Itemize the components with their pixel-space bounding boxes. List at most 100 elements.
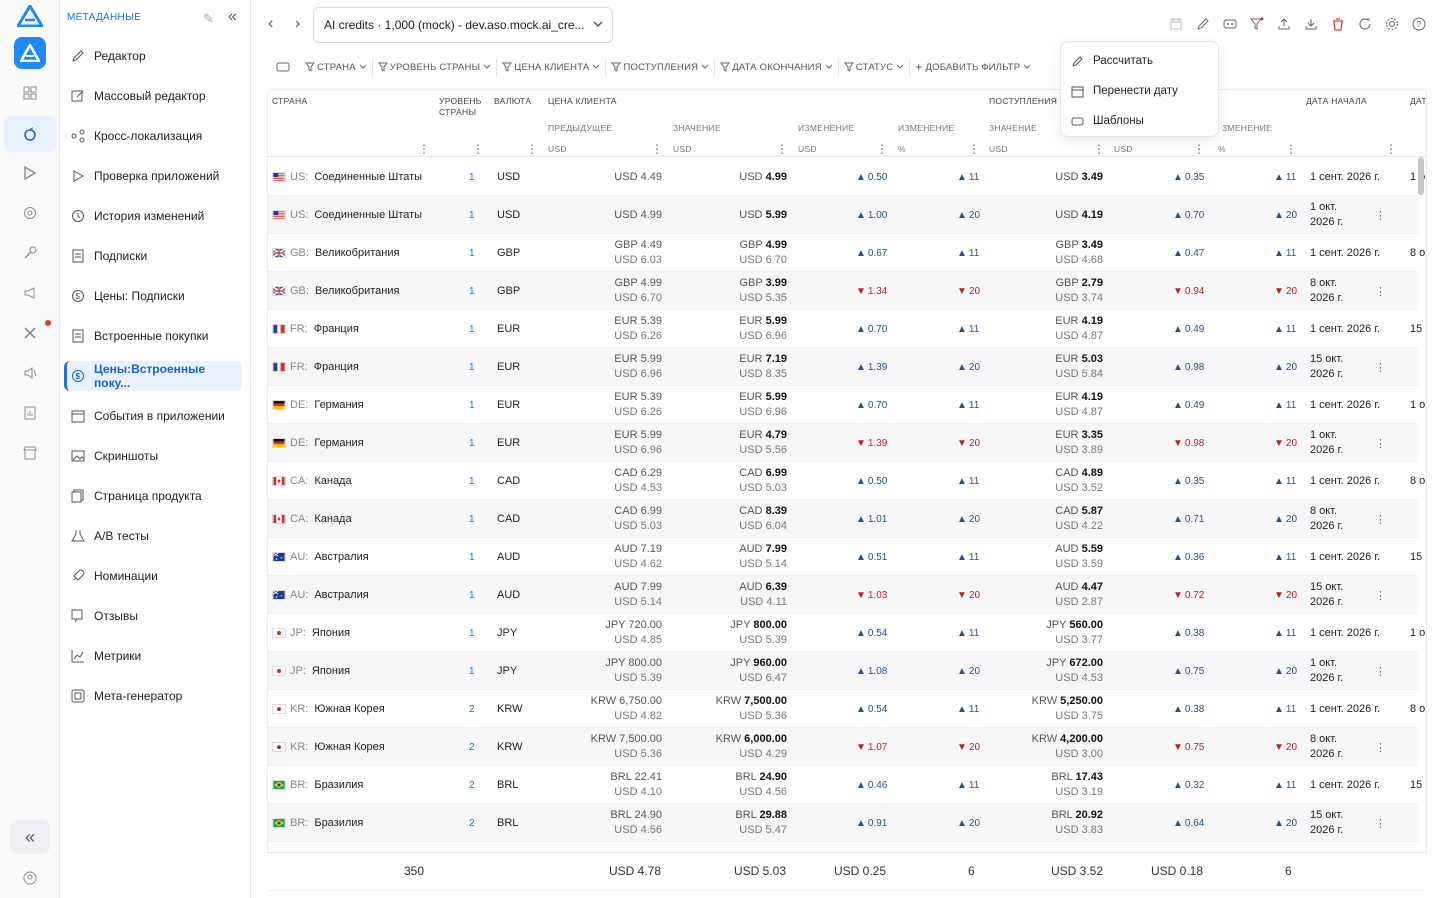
column-menu-icon[interactable]: ⋮ [472, 142, 484, 156]
price-value[interactable]: USD 5.99 [673, 196, 787, 234]
forward-arrow-icon[interactable]: › [295, 15, 301, 32]
column-menu-icon[interactable]: ⋮ [651, 142, 663, 156]
table-row[interactable]: CA: Канада 1 CAD CAD 6.29 USD 4.53 CAD 6.99 USD… [268, 462, 1425, 500]
menu-item-templates[interactable]: Шаблоны [1061, 106, 1218, 136]
sidebar-item[interactable]: Редактор [64, 41, 242, 71]
sidebar-item[interactable]: Мета-генератор [64, 681, 242, 711]
table-row[interactable]: CA: Канада 1 CAD CAD 6.99 USD 5.03 CAD 8.39 USD… [268, 500, 1418, 538]
sidebar-item[interactable]: Отзывы [64, 601, 242, 631]
table-row[interactable]: BR: Бразилия 2 BRL BRL 22.41 USD 4.10 BRL 24.9… [268, 766, 1422, 804]
sidebar-item[interactable]: Кросс-локализация [64, 121, 242, 151]
column-menu-icon[interactable]: ⋮ [876, 142, 888, 156]
column-menu-icon[interactable]: ⋮ [776, 142, 788, 156]
filter-add-icon[interactable] [1248, 15, 1266, 33]
table-row[interactable]: KR: Южная Корея 2 KRW KRW 7,500.00 USD 5.36 KR… [268, 728, 1418, 766]
download-icon[interactable] [1302, 15, 1320, 33]
price-value[interactable]: USD 4.99 [673, 158, 787, 196]
price-value[interactable]: GBP 4.99 USD 6.70 [673, 234, 787, 272]
dashboard-icon[interactable] [18, 81, 42, 105]
start-date[interactable]: 1 сент. 2026 г. [1310, 247, 1381, 259]
table-row[interactable]: KR: Южная Корея 2 KRW KRW 6,750.00 USD 4.82 KR… [268, 690, 1425, 728]
megaphone-icon[interactable] [18, 281, 42, 305]
table-row[interactable]: JP: Япония 1 JPY JPY 800.00 USD 5.39 JPY 960.0… [268, 652, 1418, 690]
row-menu-icon[interactable]: ⋮ [1375, 437, 1386, 450]
column-menu-icon[interactable]: ⋮ [1193, 142, 1205, 156]
start-date[interactable]: 1 сент. 2026 г. [1310, 703, 1381, 715]
brand-logo-icon[interactable] [17, 5, 43, 27]
app-selector[interactable]: AI credits · 1,000 (mock) - dev.aso.mock… [313, 7, 613, 43]
table-row[interactable]: DE: Германия 1 EUR EUR 5.99 USD 6.96 EUR 4.79 U… [268, 424, 1418, 462]
google-play-icon[interactable] [18, 161, 42, 185]
column-header-tier[interactable]: УРОВЕНЬ СТРАНЫ [439, 96, 482, 117]
start-date[interactable]: 8 окт. 2026 г. [1310, 728, 1390, 766]
price-value[interactable]: KRW 7,500.00 USD 5.36 [673, 690, 787, 728]
row-menu-icon[interactable]: ⋮ [1375, 589, 1386, 602]
templates-icon[interactable] [276, 61, 290, 73]
price-value[interactable]: CAD 6.99 USD 5.03 [673, 462, 787, 500]
target-icon[interactable] [18, 201, 42, 225]
end-date[interactable]: 1 o [1410, 627, 1426, 639]
start-date[interactable]: 1 окт. 2026 г. [1310, 652, 1390, 690]
start-date[interactable]: 15 окт. 2026 г. [1310, 576, 1390, 614]
price-value[interactable]: EUR 5.99 USD 6.96 [673, 310, 787, 348]
sidebar-item[interactable]: История изменений [64, 201, 242, 231]
volume-icon[interactable] [18, 361, 42, 385]
table-row[interactable]: GB: Великобритания 1 GBP GBP 4.49 USD 6.03 GBP… [268, 234, 1425, 272]
column-header-customer-price[interactable]: ЦЕНА КЛИЕНТА [548, 96, 617, 106]
sidebar-item[interactable]: Массовый редактор [64, 81, 242, 111]
table-row[interactable]: AU: Австралия 1 AUD AUD 7.99 USD 5.14 AUD 6.39… [268, 576, 1418, 614]
price-value[interactable]: KRW 6,000.00 USD 4.29 [673, 728, 787, 766]
row-menu-icon[interactable]: ⋮ [1375, 209, 1386, 222]
add-filter-button[interactable]: + ДОБАВИТЬ ФИЛЬТР [910, 58, 1036, 76]
edit-icon[interactable]: ✎ [203, 11, 214, 26]
vertical-scrollbar[interactable] [1418, 157, 1424, 195]
start-date[interactable]: 1 сент. 2026 г. [1310, 551, 1381, 563]
collapse-rail-button[interactable]: « [10, 820, 50, 854]
row-menu-icon[interactable]: ⋮ [1375, 665, 1386, 678]
end-date[interactable]: 15 [1410, 779, 1423, 791]
templates-icon[interactable] [1221, 15, 1239, 33]
column-menu-icon[interactable]: ⋮ [968, 142, 980, 156]
price-value[interactable]: CAD 8.39 USD 6.04 [673, 500, 787, 538]
column-menu-icon[interactable]: ⋮ [1385, 142, 1397, 156]
column-menu-icon[interactable]: ⋮ [526, 142, 538, 156]
sidebar-item[interactable]: Скриншоты [64, 441, 242, 471]
price-value[interactable]: JPY 800.00 USD 5.39 [673, 614, 787, 652]
table-row[interactable]: US: Соединенные Штаты 1 USD USD 4.99 USD 5.99… [268, 196, 1418, 234]
end-date[interactable]: 8 o [1410, 475, 1426, 487]
price-value[interactable]: EUR 4.79 USD 5.56 [673, 424, 787, 462]
price-value[interactable]: EUR 5.99 USD 6.96 [673, 386, 787, 424]
sidebar-item[interactable]: $ Цены: Подписки [64, 281, 242, 311]
save-icon[interactable] [1167, 15, 1185, 33]
apple-icon[interactable] [18, 122, 42, 146]
price-value[interactable]: EUR 7.19 USD 8.35 [673, 348, 787, 386]
column-menu-icon[interactable]: ⋮ [1285, 142, 1297, 156]
filter-chip[interactable]: СТРАНА [300, 58, 373, 76]
table-row[interactable]: DE: Германия 1 EUR EUR 5.39 USD 6.26 EUR 5.99 U… [268, 386, 1425, 424]
tools-icon[interactable] [18, 321, 42, 345]
sidebar-item[interactable]: A/B тесты [64, 521, 242, 551]
start-date[interactable]: 1 сент. 2026 г. [1310, 323, 1381, 335]
row-menu-icon[interactable]: ⋮ [1375, 361, 1386, 374]
store-icon[interactable] [18, 441, 42, 465]
back-arrow-icon[interactable]: ‹ [268, 15, 274, 32]
filter-chip[interactable]: ДАТА ОКОНЧАНИЯ [715, 58, 839, 76]
sidebar-item[interactable]: События в приложении [64, 401, 242, 431]
table-row[interactable]: GB: Великобритания 1 GBP GBP 4.99 USD 6.70 GBP… [268, 272, 1418, 310]
filter-chip[interactable]: ЦЕНА КЛИЕНТА [497, 58, 607, 76]
price-value[interactable]: BRL 29.88 USD 5.47 [673, 804, 787, 842]
price-value[interactable]: JPY 960.00 USD 6.47 [673, 652, 787, 690]
pencil-icon[interactable] [1194, 15, 1212, 33]
collapse-sidebar-icon[interactable]: « [227, 8, 237, 25]
refresh-icon[interactable] [1356, 15, 1374, 33]
start-date[interactable]: 1 сент. 2026 г. [1310, 399, 1381, 411]
sidebar-item[interactable]: Страница продукта [64, 481, 242, 511]
start-date[interactable]: 1 сент. 2026 г. [1310, 779, 1381, 791]
table-row[interactable]: US: Соединенные Штаты 1 USD USD 4.49 USD 4.99… [268, 158, 1425, 196]
table-row[interactable]: BR: Бразилия 2 BRL BRL 24.90 USD 4.56 BRL 29.8… [268, 804, 1418, 842]
end-date[interactable]: 8 o [1410, 703, 1426, 715]
price-value[interactable]: GBP 3.99 USD 5.35 [673, 272, 787, 310]
filter-chip[interactable]: УРОВЕНЬ СТРАНЫ [373, 58, 498, 76]
column-header-end-date[interactable]: ДАТ. [1410, 96, 1427, 106]
start-date[interactable]: 1 окт. 2026 г. [1310, 196, 1390, 234]
